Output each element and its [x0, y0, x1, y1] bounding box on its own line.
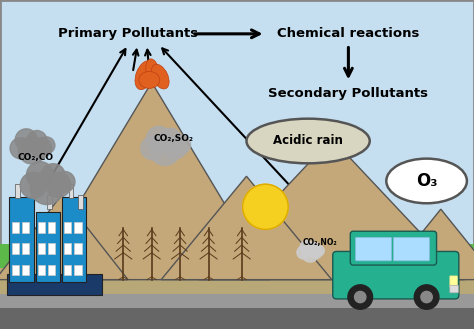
FancyBboxPatch shape — [62, 197, 86, 282]
Ellipse shape — [146, 59, 160, 85]
Circle shape — [348, 285, 373, 309]
Circle shape — [297, 246, 310, 259]
Circle shape — [141, 136, 164, 160]
Text: Acidic rain: Acidic rain — [273, 135, 343, 147]
FancyBboxPatch shape — [74, 222, 82, 233]
FancyBboxPatch shape — [7, 274, 102, 295]
Circle shape — [15, 129, 37, 151]
Circle shape — [421, 291, 432, 303]
Ellipse shape — [151, 64, 169, 89]
Circle shape — [18, 137, 46, 164]
FancyBboxPatch shape — [64, 265, 71, 275]
FancyBboxPatch shape — [38, 243, 45, 254]
Polygon shape — [33, 82, 270, 280]
Circle shape — [302, 245, 319, 262]
Circle shape — [20, 172, 46, 198]
FancyBboxPatch shape — [64, 222, 71, 233]
Circle shape — [314, 245, 324, 256]
Text: O₃: O₃ — [416, 172, 438, 190]
FancyBboxPatch shape — [356, 237, 392, 261]
Circle shape — [27, 162, 54, 189]
Circle shape — [41, 164, 65, 188]
FancyBboxPatch shape — [48, 265, 55, 275]
Polygon shape — [161, 176, 332, 280]
Circle shape — [307, 241, 319, 254]
Circle shape — [38, 137, 55, 154]
FancyBboxPatch shape — [350, 231, 437, 265]
Circle shape — [54, 171, 75, 192]
Text: CO₂,NO₂: CO₂,NO₂ — [302, 238, 337, 246]
Circle shape — [46, 172, 71, 197]
Circle shape — [310, 246, 322, 259]
Text: Secondary Pollutants: Secondary Pollutants — [268, 88, 428, 100]
FancyBboxPatch shape — [0, 249, 474, 296]
FancyBboxPatch shape — [78, 195, 83, 209]
FancyBboxPatch shape — [450, 285, 458, 293]
Circle shape — [10, 138, 31, 159]
Circle shape — [243, 184, 288, 229]
FancyBboxPatch shape — [12, 265, 19, 275]
Circle shape — [160, 128, 182, 150]
Circle shape — [172, 135, 191, 154]
Text: CO₂,CO: CO₂,CO — [18, 153, 54, 162]
FancyBboxPatch shape — [74, 265, 82, 275]
Polygon shape — [199, 139, 465, 280]
FancyBboxPatch shape — [12, 222, 19, 233]
FancyBboxPatch shape — [48, 222, 55, 233]
Ellipse shape — [246, 119, 370, 163]
FancyBboxPatch shape — [15, 184, 20, 198]
Ellipse shape — [386, 159, 467, 203]
Ellipse shape — [135, 61, 154, 89]
Text: CO₂,SO₂: CO₂,SO₂ — [153, 134, 193, 143]
FancyBboxPatch shape — [31, 184, 36, 198]
Polygon shape — [384, 209, 474, 280]
FancyBboxPatch shape — [69, 184, 73, 198]
Text: Chemical reactions: Chemical reactions — [277, 27, 419, 40]
FancyBboxPatch shape — [9, 197, 34, 282]
FancyBboxPatch shape — [0, 294, 474, 329]
FancyBboxPatch shape — [393, 237, 429, 261]
FancyBboxPatch shape — [0, 308, 474, 329]
FancyBboxPatch shape — [64, 243, 71, 254]
FancyBboxPatch shape — [74, 243, 82, 254]
Circle shape — [414, 285, 439, 309]
FancyBboxPatch shape — [22, 265, 29, 275]
Circle shape — [164, 136, 187, 159]
Circle shape — [146, 126, 171, 151]
Circle shape — [300, 240, 314, 254]
FancyBboxPatch shape — [22, 243, 29, 254]
Ellipse shape — [139, 71, 160, 89]
Text: Primary Pollutants: Primary Pollutants — [58, 27, 198, 40]
FancyBboxPatch shape — [12, 243, 19, 254]
FancyBboxPatch shape — [38, 222, 45, 233]
Circle shape — [150, 135, 180, 165]
Circle shape — [31, 138, 52, 158]
FancyBboxPatch shape — [22, 222, 29, 233]
FancyBboxPatch shape — [48, 243, 55, 254]
Circle shape — [27, 131, 47, 150]
FancyBboxPatch shape — [38, 265, 45, 275]
FancyBboxPatch shape — [47, 195, 52, 209]
FancyBboxPatch shape — [333, 251, 459, 299]
FancyBboxPatch shape — [450, 276, 457, 287]
Circle shape — [355, 291, 366, 303]
FancyBboxPatch shape — [36, 212, 60, 282]
FancyBboxPatch shape — [0, 244, 474, 268]
Polygon shape — [0, 195, 128, 280]
Circle shape — [30, 171, 64, 205]
